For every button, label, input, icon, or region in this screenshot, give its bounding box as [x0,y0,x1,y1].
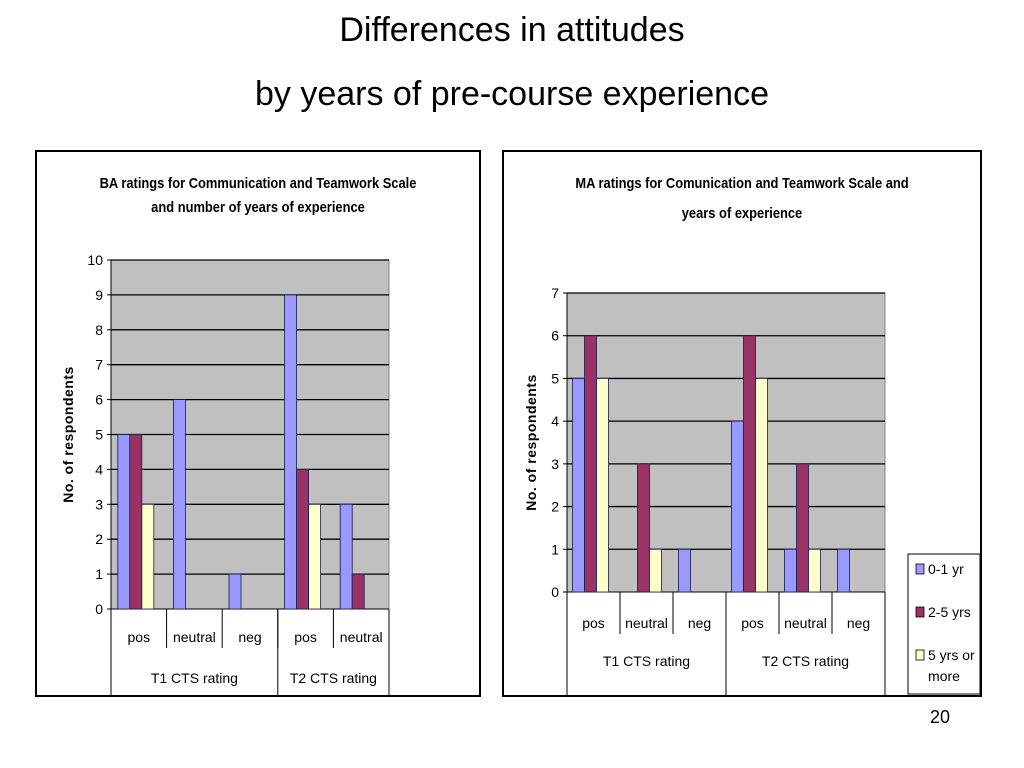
ma-plot-area [566,292,886,593]
ma-category-label: pos [582,615,605,631]
ma-y-tick-label: 1 [551,541,559,557]
ba-y-tick-label: 7 [95,357,103,373]
ba-category-label: neutral [173,629,216,645]
ba-group-label: T1 CTS rating [151,670,238,686]
ba-category-label: neg [238,629,261,645]
ma-bar-0-1-yr [572,378,585,593]
ba-y-axis-label: No. of respondents [60,366,76,503]
ma-category-label: neg [688,615,711,631]
ma-category-label: neg [847,615,870,631]
ma-category-label: pos [741,615,764,631]
ba-bar-5-yrs-or-more [141,503,155,610]
ba-y-tick-label: 1 [95,566,103,582]
ma-bar-0-1-yr [678,548,691,593]
ma-bar-5-yrs-or-more [755,378,768,593]
ma-y-tick-label: 0 [551,584,559,600]
ma-legend-swatch-0-1-yr [915,563,925,575]
ma-y-axis-label: No. of respondents [523,374,539,511]
ba-y-tick-label: 10 [87,252,103,268]
ma-bar-5-yrs-or-more [596,378,609,593]
ma-y-tick-label: 7 [551,285,559,301]
ba-y-tick-label: 4 [95,461,103,477]
ba-chart-plot: 0 1 2 3 4 5 6 7 8 9 10 pos neutral neg pos neutral T1 CT… [60,252,390,695]
ba-chart-title-line-1: BA ratings for Communication and Teamwor… [99,175,417,192]
ba-y-tick-label: 0 [95,601,103,617]
ma-legend-label: more [928,668,960,684]
ba-bar-0-1-yr [284,294,298,610]
ma-y-tick-label: 5 [551,370,559,386]
ma-chart-title-line-2: years of experience [681,205,803,222]
ba-category-label: neutral [340,629,383,645]
ba-category-label: pos [128,629,151,645]
slide-title-line-1: Differences in attitudes [339,11,685,49]
ba-bar-2-5-yrs [351,573,365,610]
ma-legend-swatch-2-5-yrs [915,606,925,618]
ma-y-tick-label: 3 [551,456,559,472]
ba-category-label: pos [294,629,317,645]
ma-bar-2-5-yrs [584,335,597,593]
ba-y-tick-label: 8 [95,322,103,338]
ma-chart-title-line-1: MA ratings for Comunication and Teamwork… [575,175,909,192]
ma-legend-label: 0-1 yr [928,561,964,577]
ma-bar-2-5-yrs [796,463,809,593]
ma-legend-label: 5 yrs or [928,647,975,663]
page-number: 20 [930,707,951,727]
ma-bar-0-1-yr [837,548,850,593]
ba-bar-0-1-yr [228,573,242,610]
ma-bar-0-1-yr [731,420,744,593]
ma-category-label: neutral [784,615,827,631]
ma-y-tick-label: 6 [551,328,559,344]
ma-chart-plot: 0 1 2 3 4 5 6 7 pos neutral neg pos neutral neg T1 CTS… [523,285,981,695]
ma-chart-frame: MA ratings for Comunication and Teamwork… [502,150,982,697]
ma-legend-swatch-5-yrs-or-more [915,649,925,661]
ma-group-label: T1 CTS rating [603,653,690,669]
ba-bar-2-5-yrs [296,468,310,610]
ma-legend-label: 2-5 yrs [928,604,971,620]
ma-group-label: T2 CTS rating [762,653,849,669]
ma-bar-5-yrs-or-more [649,548,662,593]
ba-bar-0-1-yr [117,434,131,610]
ba-bar-0-1-yr [339,503,353,610]
ba-y-tick-label: 2 [95,531,103,547]
ba-chart-frame: BA ratings for Communication and Teamwor… [35,150,481,697]
ma-bar-2-5-yrs [637,463,650,593]
ma-legend-box [907,553,981,695]
ba-y-tick-label: 5 [95,427,103,443]
ba-y-tick-label: 6 [95,392,103,408]
ma-bar-0-1-yr [784,548,797,593]
ma-category-label: neutral [625,615,668,631]
slide-title-line-2: by years of pre-course experience [254,75,770,113]
ma-bar-2-5-yrs [743,335,756,593]
ma-y-tick-label: 2 [551,499,559,515]
ma-y-tick-label: 4 [551,413,559,429]
ba-chart-title-line-2: and number of years of experience [151,199,365,216]
ma-bar-5-yrs-or-more [808,548,821,593]
ba-y-tick-label: 3 [95,496,103,512]
ba-group-label: T2 CTS rating [290,670,377,686]
ba-bar-0-1-yr [172,399,186,610]
ba-bar-5-yrs-or-more [308,503,322,610]
ba-bar-2-5-yrs [129,434,143,610]
ba-y-tick-label: 9 [95,287,103,303]
